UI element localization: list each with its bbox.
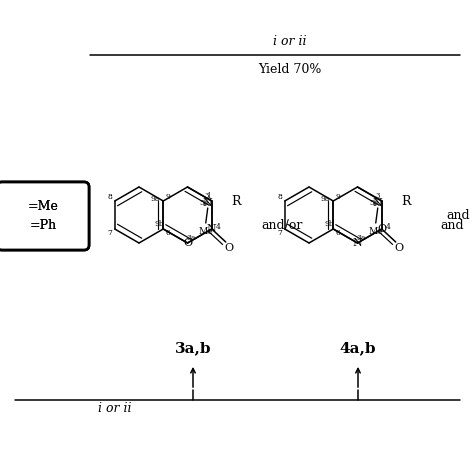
Text: 3a,b: 3a,b xyxy=(175,341,211,355)
Text: N: N xyxy=(353,238,362,248)
Text: 7: 7 xyxy=(277,229,282,237)
Text: N: N xyxy=(207,224,217,234)
Text: Me: Me xyxy=(368,227,383,236)
Text: N: N xyxy=(203,198,213,208)
Text: 4: 4 xyxy=(216,223,221,231)
Text: O: O xyxy=(394,243,403,253)
Text: 3a: 3a xyxy=(357,234,366,242)
Text: 9a: 9a xyxy=(151,195,160,203)
Text: Me: Me xyxy=(199,227,213,236)
Text: 9: 9 xyxy=(166,193,171,201)
Text: =Ph: =Ph xyxy=(29,219,56,231)
Text: 8: 8 xyxy=(107,193,112,201)
Text: 9a: 9a xyxy=(320,195,330,203)
Text: 5a: 5a xyxy=(369,199,378,207)
Text: 4: 4 xyxy=(386,223,391,231)
Text: 6: 6 xyxy=(166,229,171,237)
Text: i or ii: i or ii xyxy=(273,35,307,47)
Text: O: O xyxy=(183,238,192,248)
Text: 4a,b: 4a,b xyxy=(340,341,376,355)
FancyBboxPatch shape xyxy=(0,182,89,250)
Text: 6: 6 xyxy=(336,229,341,237)
Text: Yield 70%: Yield 70% xyxy=(258,63,322,75)
Text: and: and xyxy=(446,209,470,221)
FancyBboxPatch shape xyxy=(0,182,89,250)
Text: R: R xyxy=(402,194,411,208)
Text: 3: 3 xyxy=(375,192,380,200)
Text: =Me: =Me xyxy=(27,200,58,212)
Text: O: O xyxy=(377,224,386,234)
Text: =Me: =Me xyxy=(27,200,58,212)
Text: 8: 8 xyxy=(277,193,282,201)
Text: 5a: 5a xyxy=(199,199,209,207)
Text: N: N xyxy=(373,198,383,208)
Text: and: and xyxy=(440,219,464,231)
Text: 9: 9 xyxy=(336,193,341,201)
Text: =Ph: =Ph xyxy=(29,219,56,231)
Text: 7: 7 xyxy=(107,229,112,237)
Text: O: O xyxy=(224,243,233,253)
Text: 3l: 3l xyxy=(204,192,211,200)
Text: 9b: 9b xyxy=(155,220,164,228)
Text: 9b: 9b xyxy=(324,220,334,228)
Text: and/or: and/or xyxy=(261,219,303,231)
Text: 3a: 3a xyxy=(187,234,196,242)
Text: R: R xyxy=(232,194,241,208)
Text: i or ii: i or ii xyxy=(98,401,132,414)
